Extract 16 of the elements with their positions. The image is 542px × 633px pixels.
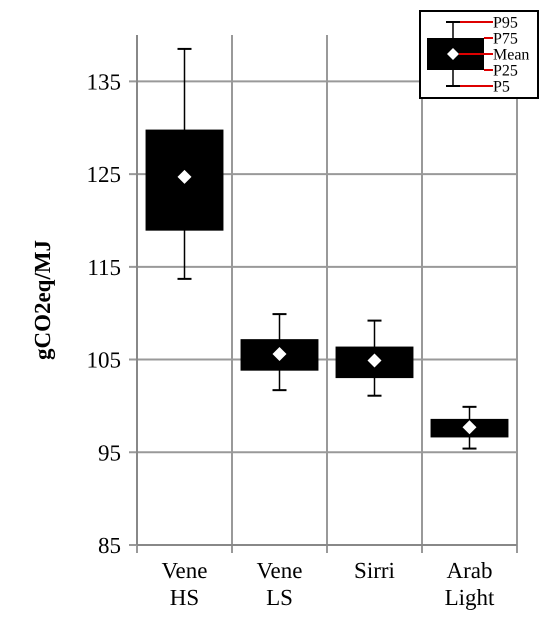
y-tick-label: 115 (87, 254, 121, 280)
x-tick-label: Arab Light (444, 558, 496, 610)
annotation: P25 (493, 62, 518, 80)
text: P95 (493, 14, 518, 32)
annotation: Mean (493, 46, 530, 64)
y-axis-title: gCO2eq/MJ (30, 240, 56, 360)
y-tick-label: 85 (98, 533, 121, 558)
annotation: P5 (493, 78, 510, 96)
annotation: P75 (493, 30, 518, 48)
x-tick-label: Vene LS (256, 558, 302, 610)
x-tick-label: Vene HS (162, 558, 208, 610)
y-tick-label: 95 (98, 440, 121, 466)
y-tick-label: 125 (86, 162, 121, 188)
y-tick-label: 135 (86, 69, 121, 94)
y-tick-label: 105 (86, 348, 121, 373)
x-tick-label: Sirri (354, 558, 395, 583)
